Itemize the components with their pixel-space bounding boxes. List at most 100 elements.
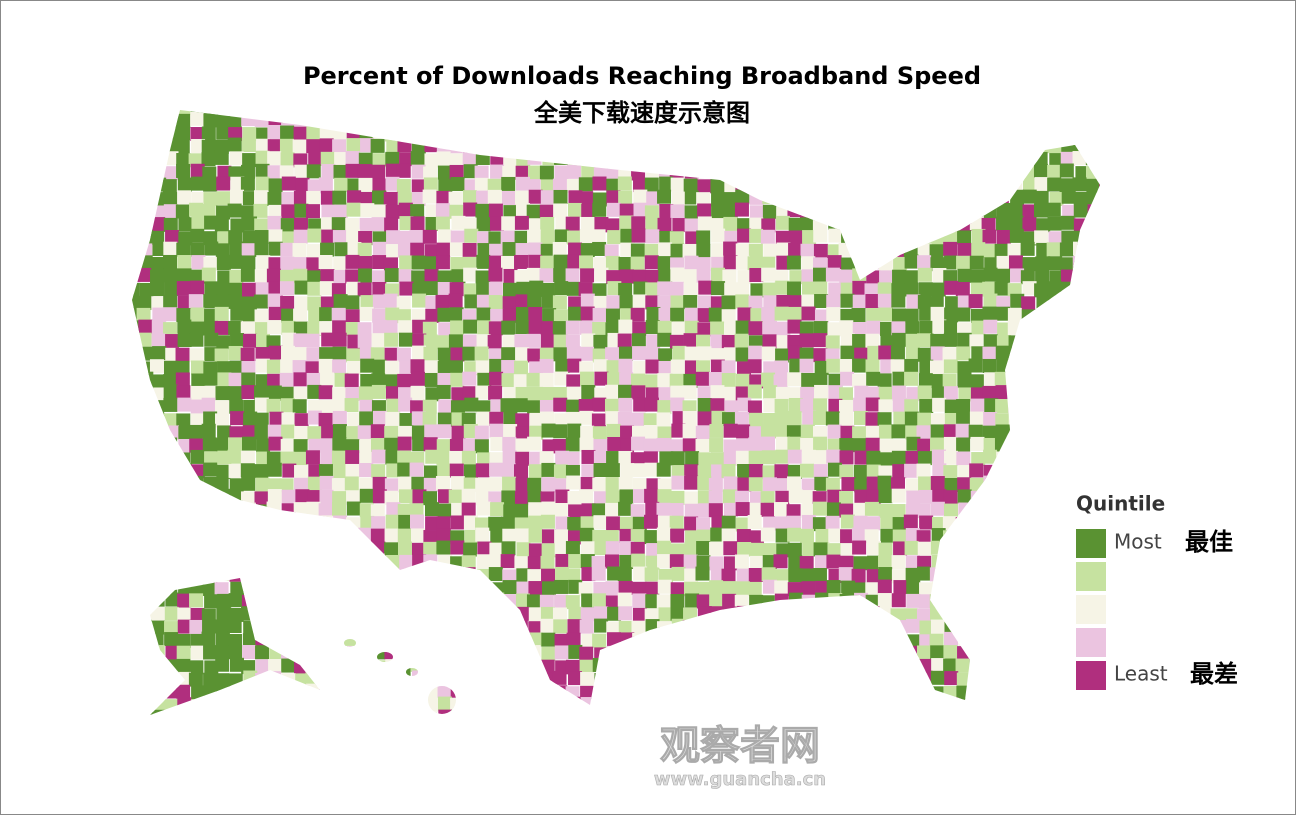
county-cell	[370, 424, 385, 439]
county-cell	[502, 296, 517, 311]
county-cell	[930, 619, 945, 634]
county-cell	[371, 373, 386, 388]
county-cell	[735, 243, 750, 258]
county-cell	[812, 501, 827, 516]
county-cell	[775, 478, 790, 493]
county-cell	[591, 555, 606, 570]
county-cell	[656, 502, 671, 517]
county-cell	[526, 179, 541, 194]
county-cell	[984, 372, 999, 387]
county-cell	[267, 373, 282, 388]
county-cell	[864, 283, 879, 298]
county-cell	[734, 202, 749, 217]
county-cell	[528, 320, 543, 335]
county-cell	[514, 215, 529, 230]
county-cell	[788, 345, 803, 360]
county-cell	[957, 373, 972, 388]
county-cell	[281, 345, 296, 360]
county-cell	[774, 464, 789, 479]
county-cell	[267, 151, 282, 166]
county-cell	[514, 334, 529, 349]
county-cell	[956, 346, 971, 361]
county-cell	[436, 540, 451, 555]
county-cell	[411, 191, 426, 206]
county-cell	[280, 218, 295, 233]
county-cell	[723, 423, 738, 438]
county-cell	[630, 504, 645, 519]
county-cell	[800, 243, 815, 258]
county-cell	[683, 178, 698, 193]
county-cell	[228, 294, 243, 309]
county-cell	[347, 412, 362, 427]
county-cell	[268, 436, 283, 451]
county-cell	[813, 267, 828, 282]
county-cell	[605, 347, 620, 362]
county-cell	[619, 372, 634, 387]
county-cell	[553, 189, 568, 204]
county-cell	[865, 412, 880, 427]
county-cell	[463, 202, 478, 217]
legend-swatch	[1076, 628, 1106, 657]
county-cell	[360, 191, 375, 206]
county-cell	[799, 463, 814, 478]
county-cell	[332, 230, 347, 245]
county-cell	[214, 582, 229, 597]
county-cell	[750, 308, 765, 323]
county-cell	[931, 449, 946, 464]
county-cell	[605, 541, 620, 556]
county-cell	[280, 439, 295, 454]
county-cell	[217, 231, 232, 246]
county-cell	[268, 241, 283, 256]
county-cell	[488, 477, 503, 492]
county-cell	[775, 490, 790, 505]
county-cell	[305, 204, 320, 219]
county-cell	[229, 399, 244, 414]
county-cell	[553, 334, 568, 349]
county-cell	[606, 295, 621, 310]
county-cell	[568, 504, 583, 519]
county-cell	[203, 371, 218, 386]
county-cell	[412, 489, 427, 504]
county-cell	[618, 384, 633, 399]
county-cell	[670, 606, 685, 621]
county-cell	[866, 308, 881, 323]
county-cell	[618, 190, 633, 205]
county-cell	[540, 555, 555, 570]
county-cell	[1086, 178, 1100, 193]
county-cell	[345, 309, 360, 324]
county-cell	[696, 192, 711, 207]
county-cell	[165, 645, 180, 660]
county-cell	[749, 228, 764, 243]
county-cell	[618, 606, 633, 621]
county-cell	[255, 163, 270, 178]
county-cell	[620, 242, 635, 257]
county-cell	[788, 217, 803, 232]
county-cell	[955, 423, 970, 438]
county-cell	[358, 177, 373, 192]
county-cell	[904, 358, 919, 373]
county-cell	[827, 322, 842, 337]
county-cell	[630, 243, 645, 258]
county-cell	[879, 439, 894, 454]
county-cell	[422, 321, 437, 336]
county-cell	[489, 243, 504, 258]
county-cell	[397, 243, 412, 258]
county-cell	[748, 321, 763, 336]
county-cell	[254, 491, 269, 506]
county-cell	[997, 322, 1012, 337]
county-cell	[230, 581, 245, 596]
county-cell	[1075, 166, 1090, 181]
county-cell	[994, 371, 1009, 386]
county-cell	[658, 242, 673, 257]
county-cell	[763, 243, 778, 258]
county-cell	[242, 425, 257, 440]
county-cell	[905, 346, 920, 361]
county-cell	[670, 307, 685, 322]
county-cell	[763, 579, 778, 594]
county-cell	[333, 204, 348, 219]
county-cell	[448, 489, 463, 504]
county-cell	[620, 228, 635, 243]
county-cell	[593, 515, 608, 530]
county-cell	[865, 294, 880, 309]
county-cell	[241, 282, 256, 297]
